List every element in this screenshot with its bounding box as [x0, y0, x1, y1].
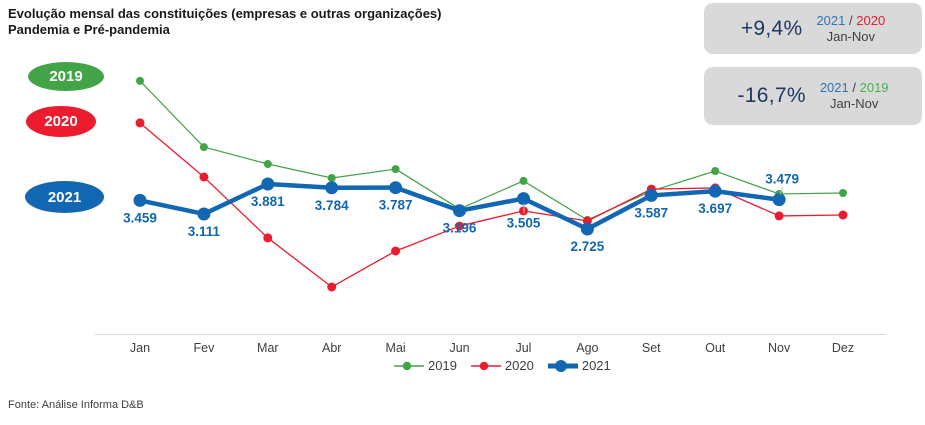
series-point-2021-jun — [453, 204, 466, 218]
stat-card-2-value: -16,7% — [737, 84, 806, 107]
x-axis-label-jan: Jan — [130, 341, 150, 355]
value-label-mai: 3.787 — [379, 198, 413, 213]
series-point-2021-set — [644, 188, 658, 202]
stat-card-2021-vs-2019: -16,7% 2021 / 2019 Jan-Nov — [704, 67, 922, 125]
year-badge-2019-label: 2019 — [49, 68, 83, 85]
x-axis-label-ago: Ago — [576, 341, 598, 355]
source-note: Fonte: Análise Informa D&B — [8, 399, 144, 411]
value-label-jun: 3.196 — [443, 221, 477, 236]
series-point-2020-abr — [327, 282, 337, 292]
series-point-2020-dez — [838, 210, 848, 220]
year-badge-2021: 2021 — [25, 181, 104, 213]
legend-label-2021: 2021 — [581, 358, 611, 373]
series-point-2020-nov — [774, 211, 784, 221]
stat-card-2-period: Jan-Nov — [829, 96, 879, 111]
series-point-2019-jul — [519, 176, 528, 185]
x-axis-label-abr: Abr — [322, 341, 341, 355]
stat-card-2-years: 2021 / 2019 — [820, 80, 889, 96]
stat-card-2021-vs-2020: +9,4% 2021 / 2020 Jan-Nov — [704, 3, 922, 54]
x-axis-label-fev: Fev — [193, 341, 215, 355]
stat-card-1-meta: 2021 / 2020 Jan-Nov — [816, 13, 885, 45]
series-point-2019-mar — [263, 160, 272, 168]
series-point-2021-out — [708, 184, 722, 198]
year-badge-2019: 2019 — [28, 62, 104, 91]
series-point-2020-jan — [135, 118, 145, 128]
value-label-leader-nov — [779, 186, 784, 195]
value-label-out: 3.697 — [698, 201, 732, 216]
value-label-jul: 3.505 — [507, 216, 541, 231]
series-point-2021-mar — [261, 177, 275, 191]
legend-dot-2020 — [479, 361, 489, 370]
series-point-2019-fev — [199, 143, 208, 152]
x-axis-label-mar: Mar — [257, 341, 279, 355]
stat-card-1-separator: / — [849, 12, 853, 28]
value-label-nov: 3.479 — [765, 172, 799, 187]
stat-card-1-value: +9,4% — [740, 16, 803, 40]
legend-marker-2020-icon — [470, 361, 501, 370]
value-label-ago: 2.725 — [571, 239, 605, 254]
legend-marker-2021-icon — [547, 359, 578, 372]
value-label-jan: 3.459 — [123, 210, 157, 225]
x-axis-label-jun: Jun — [449, 341, 469, 355]
year-badge-2020-label: 2020 — [44, 113, 78, 130]
series-point-2021-fev — [197, 207, 211, 221]
value-label-fev: 3.111 — [188, 224, 221, 239]
value-label-mar: 3.881 — [251, 194, 285, 209]
series-point-2020-fev — [199, 172, 209, 182]
series-point-2020-mai — [391, 246, 401, 256]
stat-card-2-year-b: 2019 — [859, 80, 889, 95]
legend-label-2019: 2019 — [428, 358, 457, 373]
series-point-2021-ago — [580, 222, 594, 236]
x-axis-label-mai: Mai — [386, 341, 406, 355]
series-point-2021-nov — [772, 193, 786, 207]
chart-legend: 2019 2020 2021 — [392, 358, 611, 373]
legend-item-2020: 2020 — [469, 358, 534, 373]
chart-title-line1: Evolução mensal das constituições (empre… — [8, 6, 442, 21]
series-point-2021-abr — [325, 181, 339, 195]
series-point-2021-jan — [133, 193, 147, 207]
legend-dot-2021 — [554, 359, 567, 372]
series-point-2019-dez — [839, 189, 847, 197]
legend-item-2021: 2021 — [546, 358, 611, 373]
stat-card-2-year-a: 2021 — [819, 80, 849, 95]
value-label-abr: 3.784 — [315, 198, 349, 213]
series-point-2021-mai — [389, 181, 403, 195]
stat-card-2-separator: / — [852, 80, 856, 95]
series-point-2020-mar — [263, 233, 273, 243]
x-axis-label-jul: Jul — [515, 341, 531, 355]
legend-item-2019: 2019 — [392, 358, 457, 373]
chart-title-line2: Pandemia e Pré-pandemia — [8, 22, 170, 37]
chart-title: Evolução mensal das constituições (empre… — [8, 6, 442, 38]
stat-card-1-year-a: 2021 — [816, 12, 846, 28]
series-point-2021-jul — [517, 192, 530, 206]
value-label-set: 3.587 — [634, 205, 668, 220]
series-line-2019 — [139, 80, 844, 221]
x-axis-label-nov: Nov — [768, 341, 791, 355]
year-badge-2021-label: 2021 — [47, 188, 82, 206]
series-point-2019-out — [711, 167, 720, 175]
stat-card-2-meta: 2021 / 2019 Jan-Nov — [820, 80, 889, 112]
stat-card-1-year-b: 2020 — [856, 12, 886, 28]
series-point-2019-jan — [136, 76, 144, 85]
legend-marker-2019-icon — [394, 361, 424, 370]
x-axis-label-dez: Dez — [832, 341, 854, 355]
x-axis-label-out: Out — [705, 341, 726, 355]
legend-label-2020: 2020 — [504, 358, 534, 373]
series-point-2019-abr — [327, 174, 336, 182]
x-axis-label-set: Set — [642, 341, 661, 355]
stat-card-1-years: 2021 / 2020 — [816, 13, 885, 29]
series-point-2020-jun — [455, 221, 464, 231]
series-point-2019-mai — [391, 165, 400, 174]
legend-dot-2019 — [402, 361, 412, 370]
year-badge-2020: 2020 — [26, 106, 96, 137]
stat-card-1-period: Jan-Nov — [826, 28, 876, 44]
